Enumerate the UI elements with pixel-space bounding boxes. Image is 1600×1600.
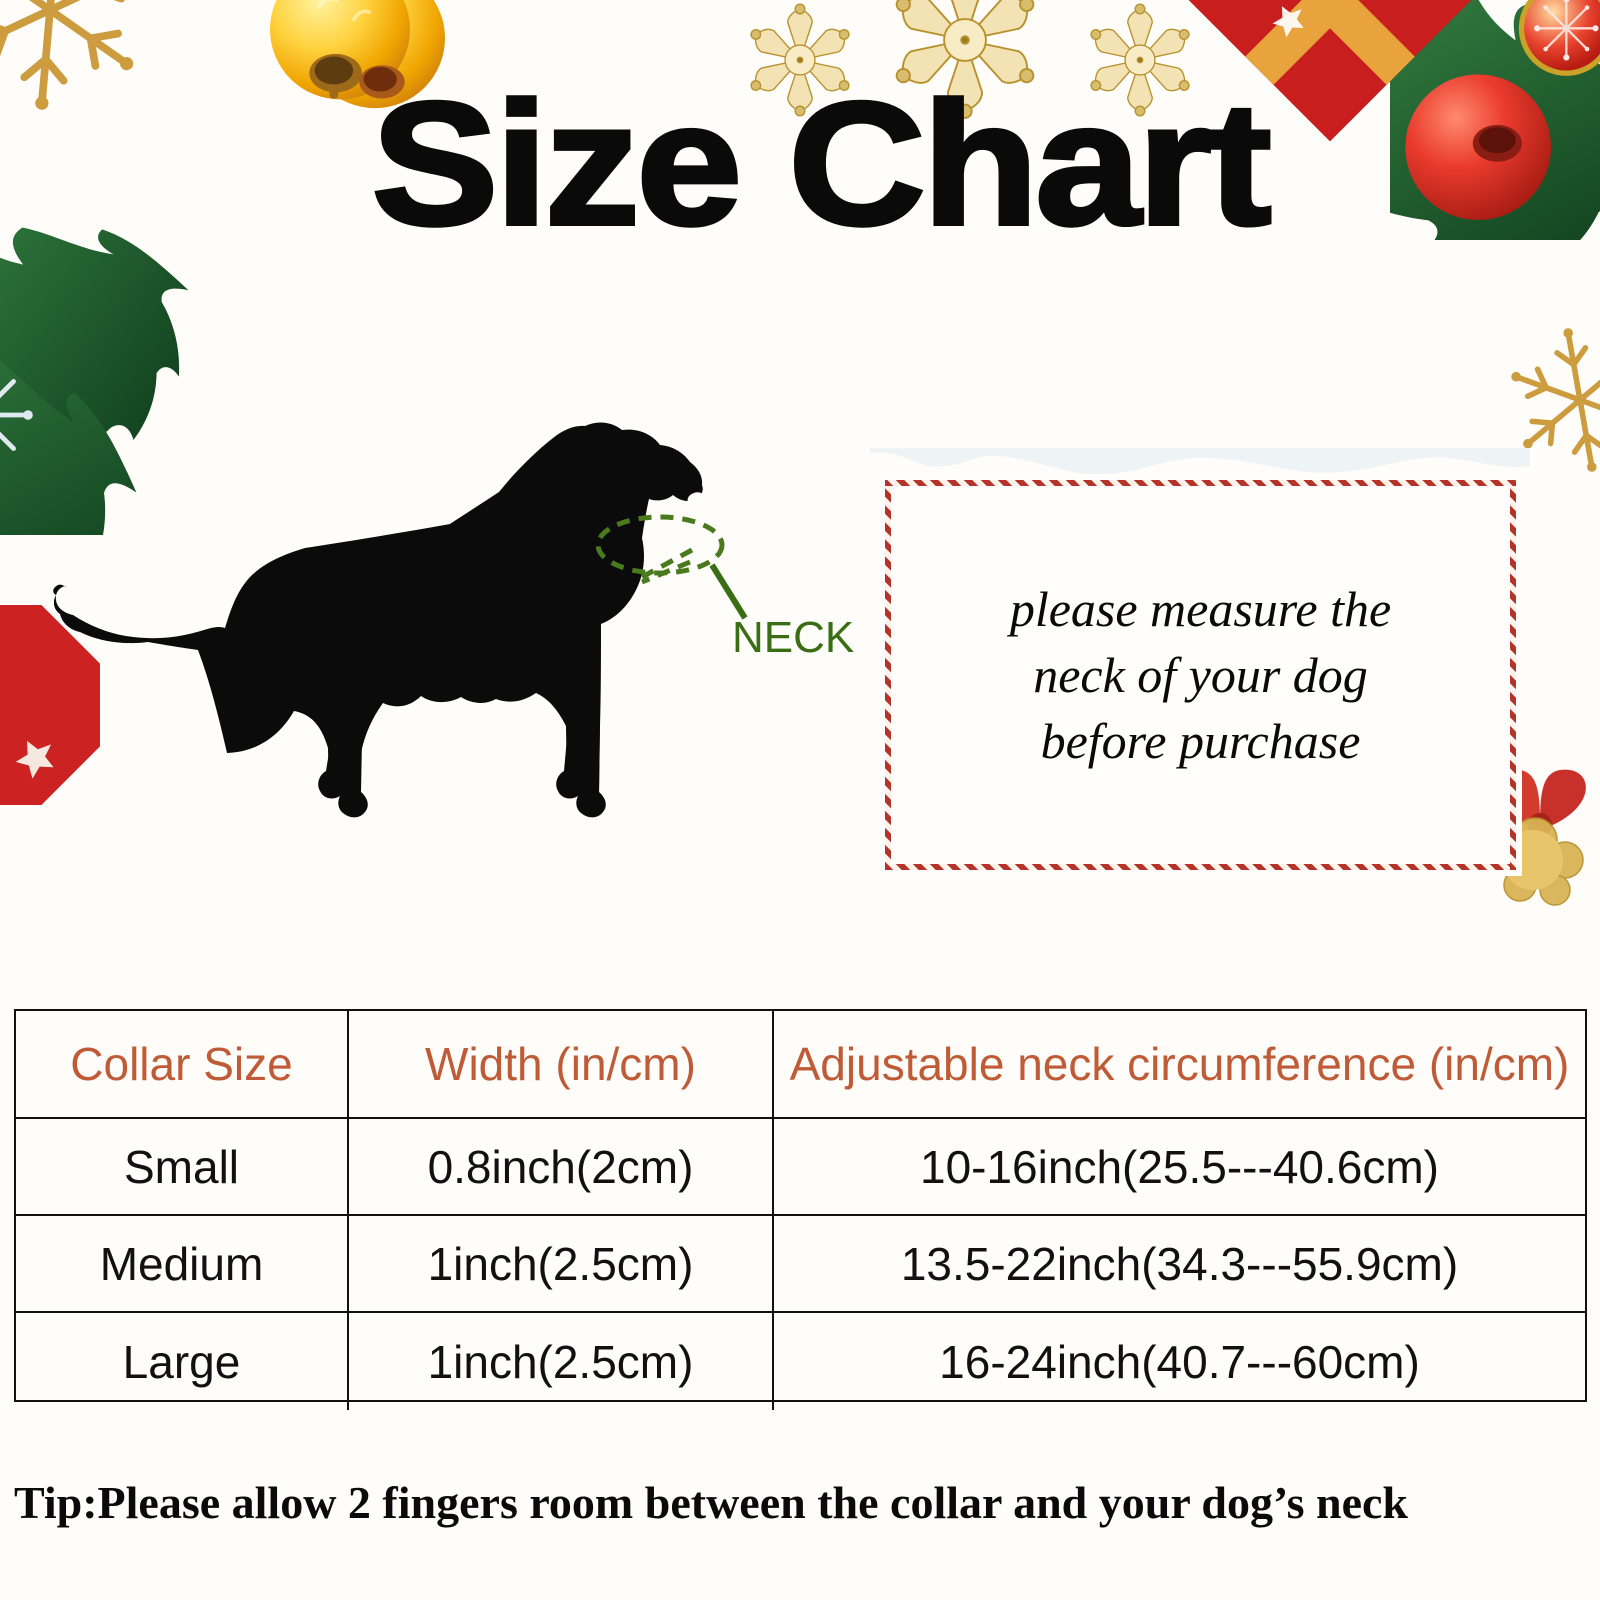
svg-text:NECK: NECK <box>732 613 854 662</box>
